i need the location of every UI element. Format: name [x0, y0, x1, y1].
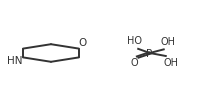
- Text: OH: OH: [161, 38, 176, 47]
- Text: O: O: [78, 38, 87, 48]
- Text: HN: HN: [7, 56, 22, 66]
- Text: OH: OH: [163, 58, 178, 68]
- Text: HO: HO: [127, 36, 142, 46]
- Text: P: P: [146, 49, 152, 59]
- Text: O: O: [130, 58, 138, 68]
